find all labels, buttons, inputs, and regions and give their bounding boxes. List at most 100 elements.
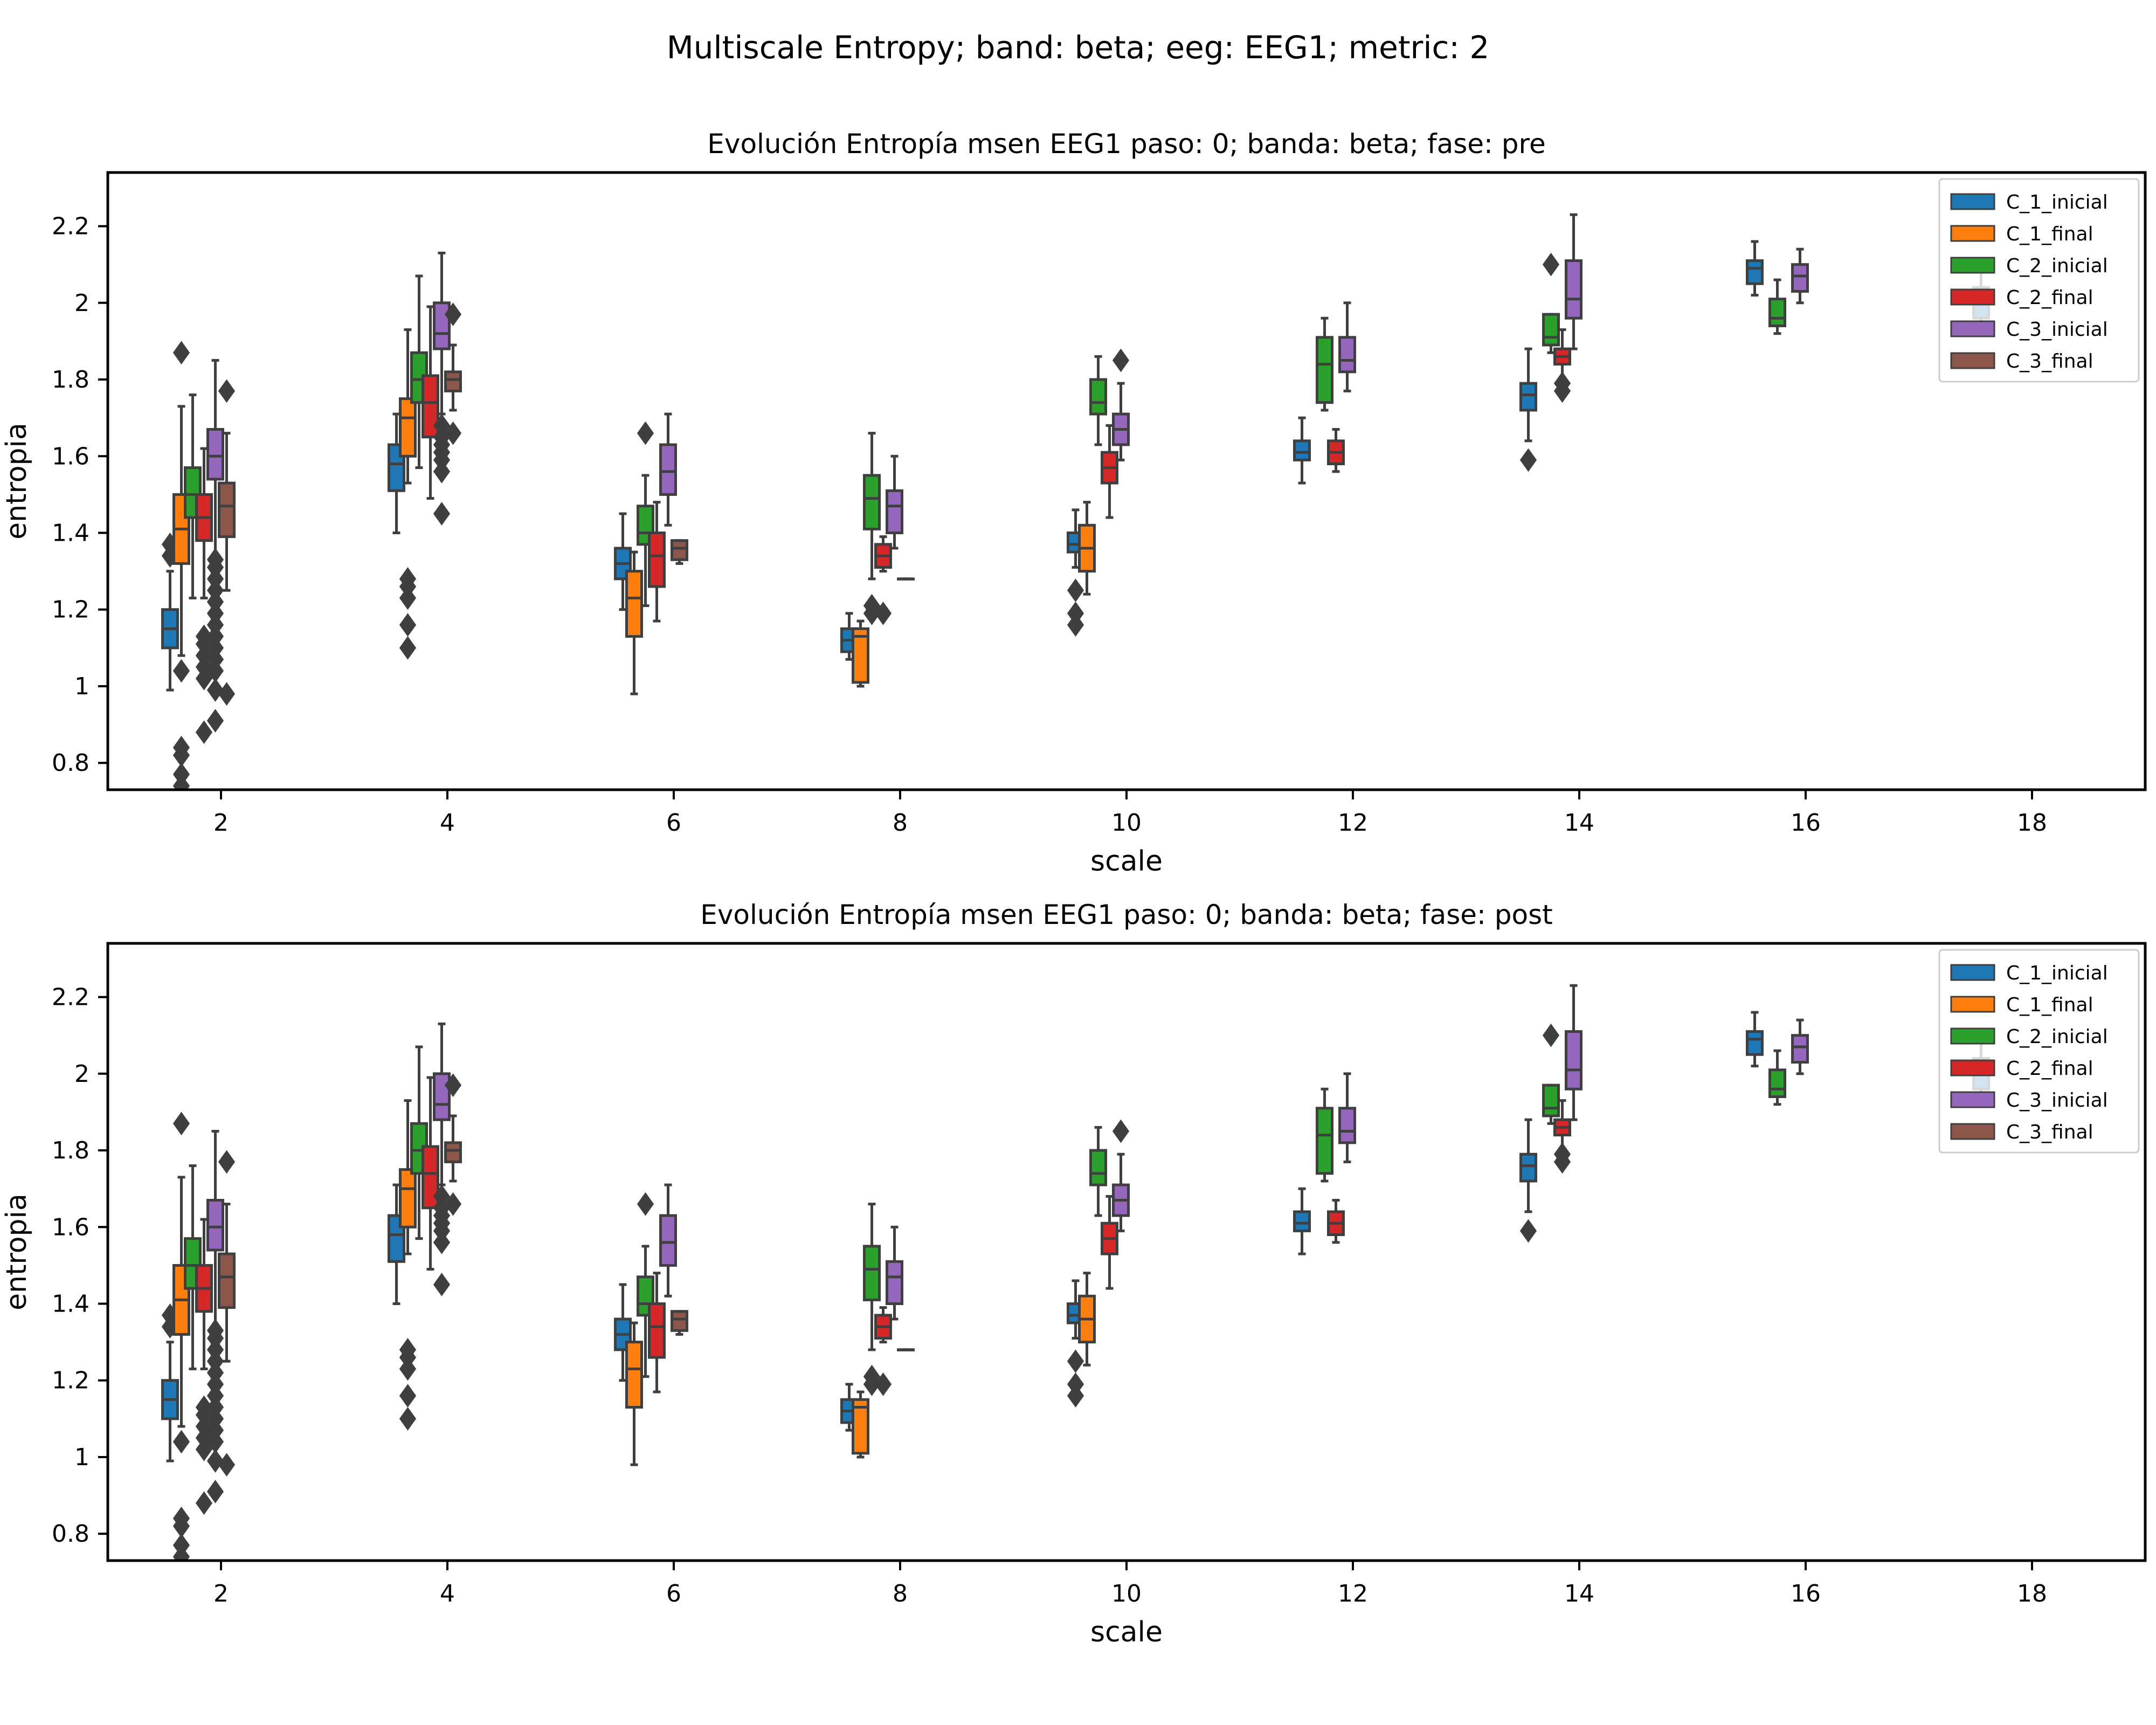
box-body xyxy=(444,370,462,392)
flier-point xyxy=(172,1506,190,1530)
flier-point xyxy=(1067,1372,1084,1396)
flier-point xyxy=(206,678,224,702)
box-body xyxy=(648,532,666,588)
box-body xyxy=(433,301,451,350)
box-C_1_final-0 xyxy=(172,1112,190,1561)
box-C_3_inicial-5 xyxy=(1338,301,1356,392)
legend-swatch xyxy=(1950,257,1995,274)
flier-point xyxy=(172,341,190,365)
box-body xyxy=(886,1260,903,1306)
box-body xyxy=(1768,298,1786,327)
box-C_3_inicial-6 xyxy=(1565,984,1583,1121)
box-body xyxy=(1768,1068,1786,1098)
box-C_2_inicial-4 xyxy=(1089,355,1107,446)
box-C_1_final-4 xyxy=(1078,501,1096,596)
box-body xyxy=(1293,1210,1311,1232)
box-C_3_inicial-0 xyxy=(206,1129,224,1503)
legend-swatch xyxy=(1950,964,1995,981)
x-tick-label: 14 xyxy=(1564,809,1594,837)
box-C_3_final-2 xyxy=(671,1310,688,1336)
series-C_2_final xyxy=(195,1076,1571,1515)
box-C_2_inicial-7 xyxy=(1768,278,1786,335)
legend-label: C_1_final xyxy=(2006,994,2093,1016)
box-body xyxy=(206,427,224,481)
y-axis-label: entropia xyxy=(1,1193,33,1310)
x-tick-label: 12 xyxy=(1338,1580,1368,1607)
flier-point xyxy=(1542,252,1560,277)
x-tick-label: 16 xyxy=(1791,1580,1821,1607)
flier-point xyxy=(433,413,451,438)
flier-point xyxy=(1067,601,1084,625)
flier-point xyxy=(1112,348,1130,372)
y-tick-label: 2.2 xyxy=(52,213,89,240)
x-tick-label: 2 xyxy=(213,1580,229,1607)
box-C_2_final-0 xyxy=(195,1218,213,1515)
x-tick-label: 6 xyxy=(666,1580,681,1607)
box-C_2_inicial-2 xyxy=(637,1192,654,1378)
box-body xyxy=(1791,1034,1809,1064)
flier-point xyxy=(172,1112,190,1136)
y-tick-label: 1.6 xyxy=(52,443,89,470)
box-C_2_final-5 xyxy=(1327,427,1345,473)
box-C_1_inicial-5 xyxy=(1293,416,1311,485)
box-C_1_final-1 xyxy=(399,1099,417,1431)
legend-label: C_2_final xyxy=(2006,287,2093,309)
series-C_3_inicial xyxy=(206,984,1809,1503)
legend-swatch xyxy=(1950,352,1995,369)
legend-label: C_2_inicial xyxy=(2006,1026,2108,1048)
box-C_1_inicial-5 xyxy=(1293,1187,1311,1255)
box-C_3_final-0 xyxy=(218,1150,236,1477)
legend-label: C_3_inicial xyxy=(2006,1089,2108,1112)
y-tick-label: 1 xyxy=(74,1444,89,1471)
box-C_3_final-1 xyxy=(444,1073,462,1216)
legend-swatch xyxy=(1950,1091,1995,1108)
box-C_2_final-4 xyxy=(1101,1195,1118,1290)
series-C_3_final xyxy=(218,302,915,706)
box-body xyxy=(637,505,654,546)
flier-point xyxy=(637,1192,654,1216)
box-C_3_inicial-2 xyxy=(659,412,677,527)
box-body xyxy=(1519,382,1537,412)
y-tick-label: 0.8 xyxy=(52,1520,89,1548)
box-C_3_inicial-7 xyxy=(1791,247,1809,305)
box-body xyxy=(863,1245,881,1301)
box-C_2_inicial-3 xyxy=(863,1203,881,1396)
y-tick-label: 1.4 xyxy=(52,1291,89,1318)
x-tick-label: 18 xyxy=(2017,1580,2047,1607)
legend-entry-C_1_inicial: C_1_inicial xyxy=(1950,962,2108,984)
x-tick-label: 12 xyxy=(1338,809,1368,837)
series-C_1_final xyxy=(172,1099,1096,1561)
flier-point xyxy=(399,1407,417,1431)
boxes-layer xyxy=(161,984,1990,1561)
flier-point xyxy=(444,421,462,445)
box-C_3_inicial-1 xyxy=(433,1022,451,1296)
box-C_2_final-5 xyxy=(1327,1198,1345,1244)
y-tick-label: 2 xyxy=(74,289,89,317)
flier-point xyxy=(1553,1142,1571,1167)
flier-point xyxy=(206,1449,224,1473)
box-C_3_inicial-4 xyxy=(1112,1119,1130,1232)
flier-point xyxy=(1067,578,1084,603)
box-body xyxy=(433,1072,451,1121)
legend-label: C_1_final xyxy=(2006,223,2093,245)
legend-entry-C_2_inicial: C_2_inicial xyxy=(1950,1026,2108,1048)
legend-swatch xyxy=(1950,1027,1995,1045)
y-tick-label: 2 xyxy=(74,1060,89,1088)
y-axis: 0.8 1 1.2 1.4 1.6 1.8 2 2.2 entropia xyxy=(1,984,108,1548)
flier-point xyxy=(433,1273,451,1296)
legend: C_1_inicial C_1_final C_2_inicial C_2_final… xyxy=(1938,949,2140,1154)
series-C_1_inicial xyxy=(161,240,1990,692)
box-body xyxy=(1089,1149,1107,1186)
x-tick-label: 10 xyxy=(1111,809,1142,837)
flier-point xyxy=(1067,1349,1084,1374)
boxes-layer xyxy=(161,213,1990,790)
box-body xyxy=(1746,1030,1764,1056)
legend-entry-C_3_inicial: C_3_inicial xyxy=(1950,1089,2108,1112)
x-tick-label: 6 xyxy=(666,809,681,837)
flier-point xyxy=(637,421,654,445)
flier-point xyxy=(195,1491,213,1515)
y-tick-label: 0.8 xyxy=(52,749,89,777)
box-C_2_final-3 xyxy=(874,535,892,625)
subplot-title: Evolución Entropía msen EEG1 paso: 0; ba… xyxy=(700,899,1553,930)
